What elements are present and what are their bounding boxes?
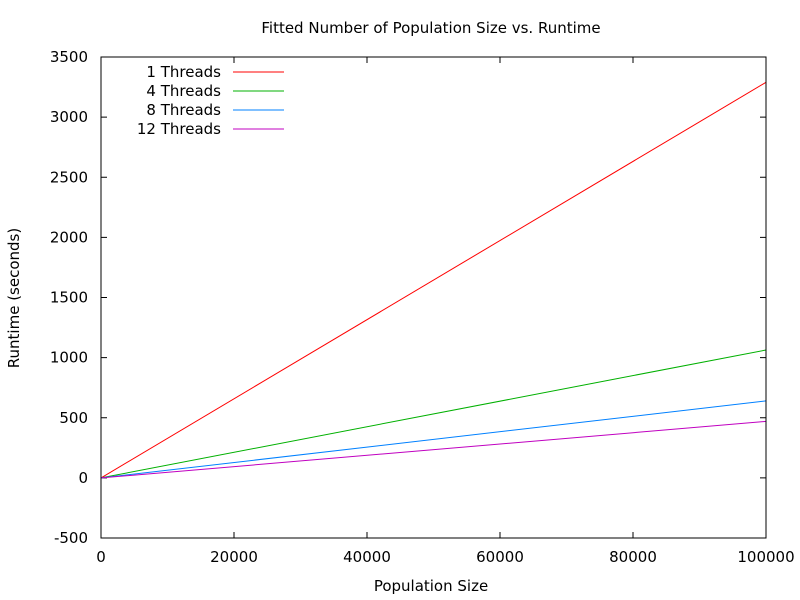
y-tick-label: 2000 (50, 228, 88, 246)
y-tick-label: 0 (78, 469, 88, 487)
y-tick-label: 1000 (50, 349, 88, 367)
y-tick-label: -500 (54, 529, 88, 547)
series-lines (100, 81, 767, 479)
y-tick-label: 3000 (50, 108, 88, 126)
y-tick-label: 2500 (50, 168, 88, 186)
series-line (100, 400, 767, 479)
series-line (100, 81, 767, 479)
chart-title: Fitted Number of Population Size vs. Run… (261, 19, 600, 37)
legend-label: 8 Threads (146, 101, 221, 119)
series-line (100, 349, 767, 479)
x-tick-label: 100000 (737, 548, 794, 566)
y-tick-label: 500 (59, 409, 88, 427)
legend-label: 4 Threads (146, 82, 221, 100)
y-tick-label: 3500 (50, 48, 88, 66)
x-axis-label: Population Size (374, 577, 488, 595)
legend-label: 1 Threads (146, 63, 221, 81)
x-tick-label: 0 (96, 548, 106, 566)
x-tick-label: 60000 (476, 548, 524, 566)
legend-label: 12 Threads (137, 120, 221, 138)
x-tick-label: 80000 (609, 548, 657, 566)
x-tick-label: 40000 (343, 548, 391, 566)
x-axis: 0 20000 40000 60000 80000 100000 (96, 57, 795, 566)
y-axis: -500 0 500 1000 1500 2000 2500 3000 3500 (50, 48, 766, 547)
plot-frame (100, 56, 767, 539)
series-line (100, 420, 767, 479)
x-tick-label: 20000 (210, 548, 258, 566)
y-tick-label: 1500 (50, 289, 88, 307)
y-axis-label: Runtime (seconds) (5, 228, 23, 368)
